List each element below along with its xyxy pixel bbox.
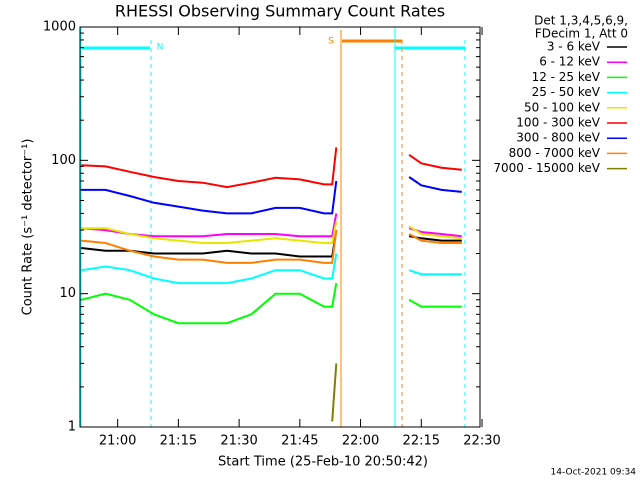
series-line [81,229,338,264]
x-tick-label: 21:15 [160,434,197,449]
series-line [408,269,462,276]
y-tick-label: 100 [51,153,76,168]
series-line [408,176,462,193]
legend-title: FDecim 1, Att 0 [535,27,628,41]
series-line [331,363,338,422]
y-tick-label: 1000 [43,20,76,35]
flags [80,27,466,427]
series-line [81,147,338,189]
series-line [81,220,338,244]
plot-frame [79,26,481,428]
series-line [408,233,462,244]
x-tick-label: 22:15 [403,434,440,449]
legend-label: 7000 - 15000 keV [493,161,600,175]
y-axis-label: Count Rate (s⁻¹ detector⁻¹) [21,139,36,316]
footer: 14-Oct-2021 09:34 [551,468,637,478]
flag-label: S [328,37,334,47]
series-line [408,153,462,171]
x-tick-label: 21:30 [220,434,257,449]
legend-label: 100 - 300 keV [516,116,600,130]
legend-label: 12 - 25 keV [532,70,601,84]
y-tick-label: 1 [68,420,76,435]
y-tick-label: 10 [59,286,76,301]
series-line [80,282,338,325]
legend-label: 50 - 100 keV [524,100,601,114]
series-line [408,298,462,308]
series-line [81,213,338,238]
x-tick-label: 21:45 [281,434,318,449]
legend-title: Det 1,3,4,5,6,9, [534,14,628,28]
legend-label: 3 - 6 keV [547,40,601,54]
x-tick-label: 21:00 [99,434,136,449]
x-tick-label: 22:00 [342,434,379,449]
series-line [81,253,338,285]
flag-label: N [157,43,164,53]
legend-label: 6 - 12 keV [539,55,601,69]
chart-title: RHESSI Observing Summary Count Rates [115,2,445,21]
series-line [81,180,338,215]
x-axis-label: Start Time (25-Feb-10 20:50:42) [218,455,428,470]
legend-label: 300 - 800 keV [516,131,600,145]
x-tick-label: 22:30 [463,434,500,449]
legend-label: 25 - 50 keV [532,85,601,99]
series-line [408,225,462,240]
legend-label: 800 - 7000 keV [509,146,601,160]
